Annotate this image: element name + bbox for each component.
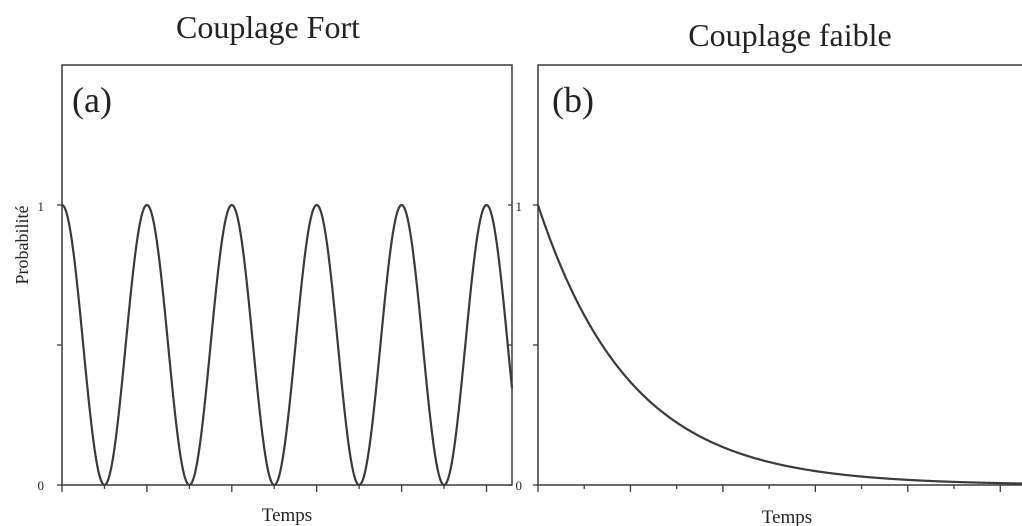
panel-a-title: Couplage Fort xyxy=(176,9,360,45)
panel-a-ticks xyxy=(57,204,512,492)
panel-a-ytick-0-label: 0 xyxy=(38,478,45,493)
panel-b-ytick-1-label: 1 xyxy=(516,199,523,214)
panel-a-series-line xyxy=(61,203,514,487)
panel-b-x-axis-label: Temps xyxy=(762,507,812,526)
panel-a: Couplage Fort (a) Probabilité Temps 1 0 xyxy=(12,9,514,526)
panel-b: Couplage faible (b) Temps 1 0 xyxy=(516,17,1022,526)
panel-b-title: Couplage faible xyxy=(688,17,891,53)
panel-b-ytick-0-label: 0 xyxy=(516,478,523,493)
panel-a-y-axis-label: Probabilité xyxy=(12,206,32,285)
panel-a-label: (a) xyxy=(72,80,112,120)
panel-a-ytick-1-label: 1 xyxy=(38,199,45,214)
panel-b-frame xyxy=(537,64,1022,486)
panel-b-ticks xyxy=(533,204,1001,492)
panel-b-series-line xyxy=(536,204,1022,485)
panel-a-frame xyxy=(61,64,513,486)
panel-a-x-axis-label: Temps xyxy=(262,505,312,526)
panel-b-label: (b) xyxy=(552,80,594,120)
